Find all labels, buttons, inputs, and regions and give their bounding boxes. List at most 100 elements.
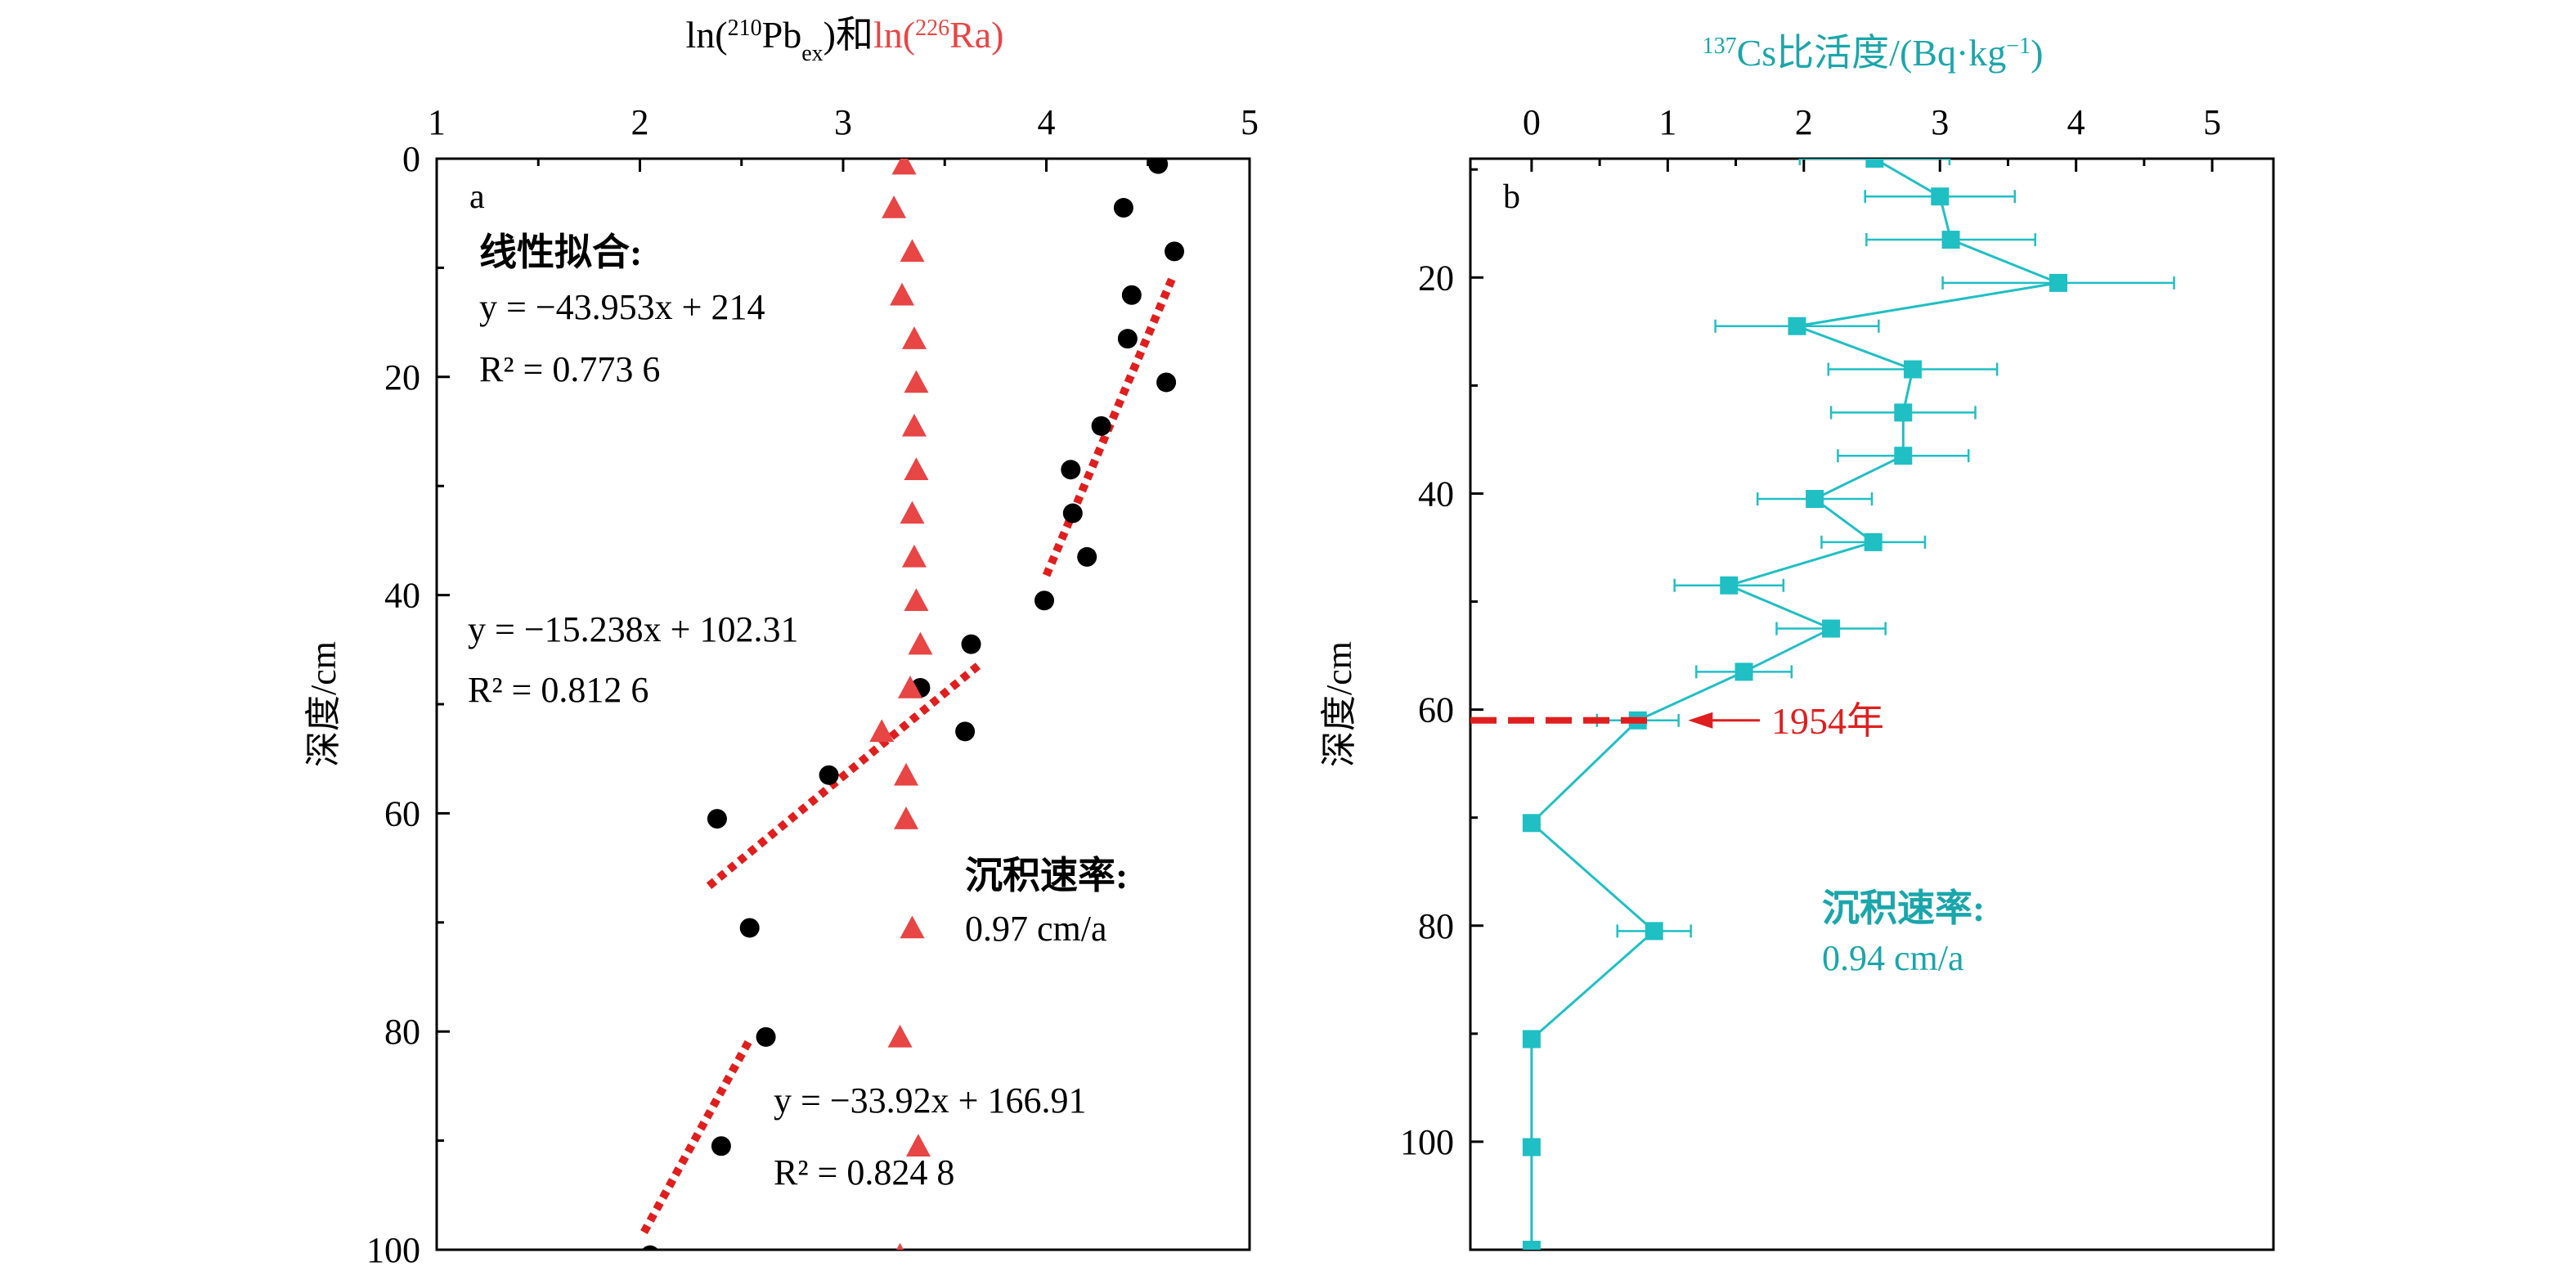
year-1954-arrow xyxy=(1688,712,1760,729)
chart-a-rate-label: 沉积速率: xyxy=(965,855,1128,896)
pb-point xyxy=(1062,503,1083,523)
x-tick-label: 5 xyxy=(2203,102,2221,142)
chart-a-title-part-0: ln( xyxy=(686,14,728,56)
cs-point xyxy=(1645,922,1663,941)
cs-error-bars xyxy=(1595,159,2175,938)
y-tick-label: 60 xyxy=(1418,690,1454,730)
ra-point xyxy=(904,588,929,612)
cs-point xyxy=(1720,576,1739,595)
y-tick-label: 40 xyxy=(1418,474,1454,514)
chart-a-title-part-3: ex xyxy=(801,41,823,66)
pb-point xyxy=(1117,329,1138,349)
y-tick-label: 20 xyxy=(384,357,420,397)
cs-point xyxy=(1522,1030,1541,1049)
chart-a-y-axis: 0 20 40 60 80 100 xyxy=(366,139,450,1270)
ra-point xyxy=(901,544,927,568)
pb-point xyxy=(739,918,760,938)
chart-a-title-part-7: Ra) xyxy=(949,14,1003,56)
chart-b-title: 137Cs比活度/(Bq·kg−1) xyxy=(1703,32,2044,74)
arrow-head xyxy=(1688,712,1713,729)
chart-a-title-part-2: Pb xyxy=(762,14,802,56)
pb-point xyxy=(819,765,839,785)
ra-point xyxy=(900,915,925,939)
fit-heading: 线性拟合: xyxy=(479,231,642,273)
pb-point xyxy=(1148,159,1169,174)
chart-b-rate-label: 沉积速率: xyxy=(1822,887,1985,929)
cs-point xyxy=(1806,490,1824,509)
chart-b-y-axis: 20 40 60 80 100 xyxy=(1400,168,1483,1251)
chart-b-title-part-0: 137 xyxy=(1703,34,1737,59)
ra-point xyxy=(896,1242,904,1250)
pb-point xyxy=(955,721,976,742)
pb-point xyxy=(641,1245,658,1250)
ra-point xyxy=(905,1134,931,1157)
cs-point xyxy=(1894,447,1913,465)
x-tick-label: 0 xyxy=(1523,102,1541,142)
chart-b-rate-value: 0.94 cm/a xyxy=(1822,938,1964,978)
pb-point xyxy=(1061,460,1081,480)
ra-point xyxy=(908,631,933,655)
fit-1-r2: R² = 0.773 6 xyxy=(479,349,660,389)
cs-point xyxy=(1865,159,1884,168)
chart-b-y-label: 深度/cm xyxy=(1319,641,1359,767)
pb-point xyxy=(707,809,727,829)
year-1954-label: 1954年 xyxy=(1771,700,1884,742)
y-tick-label: 80 xyxy=(1418,906,1454,946)
x-tick-label: 1 xyxy=(1658,102,1676,142)
chart-b-panel-label: b xyxy=(1503,178,1520,216)
pb-point xyxy=(1121,285,1142,305)
pb-point xyxy=(1165,241,1185,262)
pb-point xyxy=(1156,372,1177,393)
chart-b-title-part-3: ) xyxy=(2031,32,2043,74)
x-tick-label: 4 xyxy=(2067,102,2085,142)
pb-point xyxy=(1077,546,1097,567)
y-tick-label: 20 xyxy=(1418,258,1454,298)
chart-a-title-part-5: ln( xyxy=(873,14,915,56)
chart-a-rate-value: 0.97 cm/a xyxy=(965,909,1107,949)
x-tick-label: 4 xyxy=(1038,102,1056,142)
ra-point xyxy=(894,762,919,786)
cs-point xyxy=(1941,231,1960,249)
cs-point xyxy=(1931,187,1950,206)
chart-a-title: ln(210Pbex)和ln(226Ra) xyxy=(686,14,1004,66)
cs-point xyxy=(2049,273,2068,292)
pb-point xyxy=(1034,591,1055,611)
chart-a-ra-series xyxy=(869,159,933,1250)
ra-point xyxy=(887,1024,913,1048)
pb-point xyxy=(961,634,981,654)
chart-a-y-label: 深度/cm xyxy=(303,641,343,767)
chart-b: 137Cs比活度/(Bq·kg−1) 0 1 2 3 4 5 20 40 60 80 100 深度… xyxy=(1319,32,2275,1251)
pb-point xyxy=(1091,415,1111,436)
y-tick-label: 60 xyxy=(384,793,420,833)
x-tick-label: 3 xyxy=(834,102,852,142)
chart-b-x-axis: 0 1 2 3 4 5 xyxy=(1523,102,2221,172)
x-tick-label: 1 xyxy=(428,102,446,142)
ra-point xyxy=(898,675,923,698)
ra-point xyxy=(904,370,929,393)
chart-a-title-part-6: 226 xyxy=(915,16,949,41)
chart-a-title-part-1: 210 xyxy=(728,16,762,41)
y-tick-label: 40 xyxy=(384,576,420,616)
x-tick-label: 2 xyxy=(631,102,649,142)
pb-point xyxy=(711,1136,731,1156)
chart-b-title-part-1: Cs比活度/(Bq·kg xyxy=(1737,32,2007,74)
x-tick-label: 2 xyxy=(1795,102,1813,142)
cs-point xyxy=(1522,814,1541,833)
x-tick-label: 5 xyxy=(1241,102,1259,142)
y-tick-label: 100 xyxy=(366,1230,420,1270)
chart-a-title-part-4: )和 xyxy=(824,14,873,56)
fit-1-equation: y = −43.953x + 214 xyxy=(479,287,765,327)
cs-point xyxy=(1735,662,1753,681)
cs-point xyxy=(1788,317,1806,335)
ra-point xyxy=(904,457,929,480)
ra-point xyxy=(900,501,925,524)
ra-point xyxy=(894,806,919,829)
chart-a-panel-label: a xyxy=(469,178,485,216)
fit-3-equation: y = −33.92x + 166.91 xyxy=(774,1080,1086,1121)
chart-a-x-axis: 1 2 3 4 5 xyxy=(428,102,1259,172)
ra-point xyxy=(890,282,915,306)
chart-b-title-part-2: −1 xyxy=(2006,34,2031,59)
pb-point xyxy=(1113,198,1133,218)
